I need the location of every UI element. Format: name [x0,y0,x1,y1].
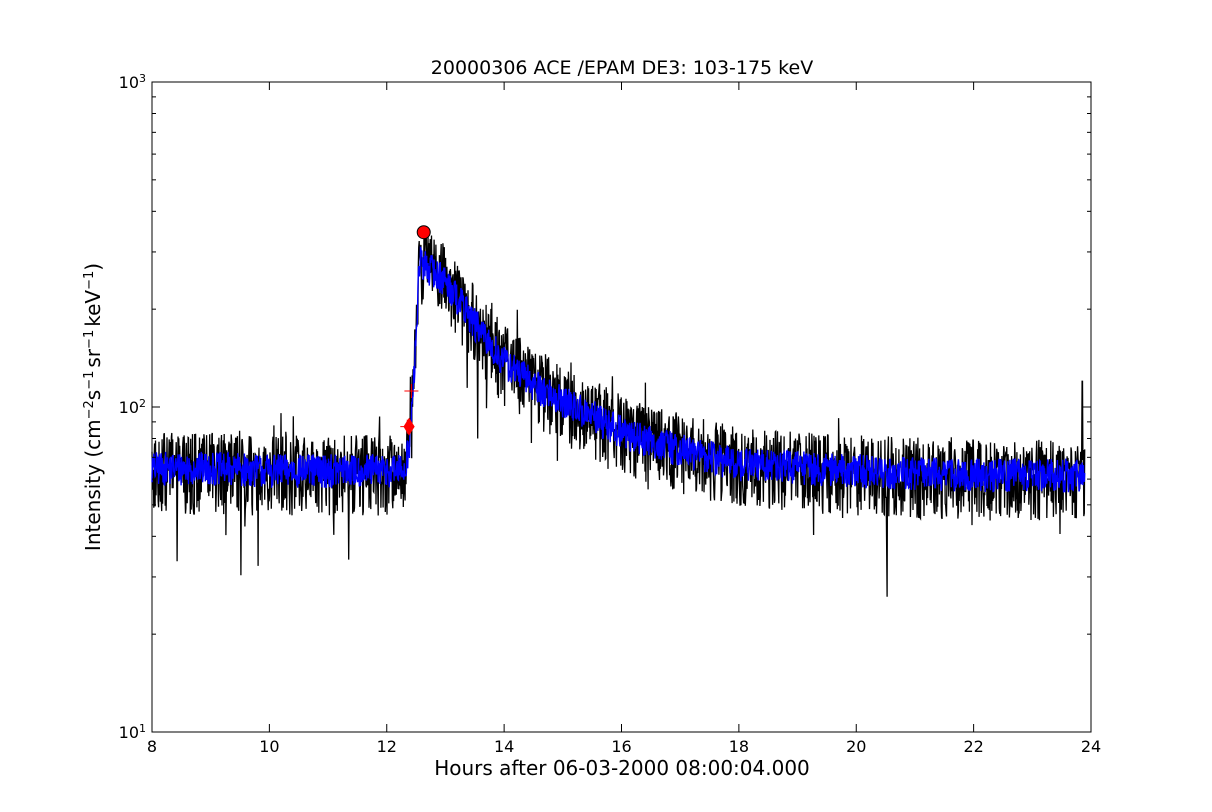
plot-area [151,81,1092,733]
x-tick-label: 16 [611,737,631,756]
chart-title: 20000306 ACE /EPAM DE3: 103-175 keV [431,57,813,79]
y-tick-label: 101 [119,722,146,743]
x-tick-label: 20 [846,737,866,756]
y-tick-label: 102 [119,397,146,418]
x-tick-label: 8 [147,737,157,756]
marker-circle [416,225,431,240]
series-line-raw [151,232,1086,597]
series-group [151,232,1086,597]
x-tick-label: 18 [729,737,749,756]
marker-group [400,225,431,436]
x-tick-label: 10 [259,737,279,756]
y-label-sup1: −2 [82,400,97,419]
y-label-mid2: sr [81,348,105,367]
y-label-mid1: s [81,390,105,400]
y-label-sup3: −1 [82,330,97,349]
x-tick-label: 24 [1081,737,1101,756]
tick-group [151,81,1092,733]
y-label-sup4: −1 [82,271,97,290]
x-tick-labels: 8 10 12 14 16 18 20 22 24 [147,737,1101,756]
y-label-suffix: ) [81,263,105,271]
y-axis-label: Intensity (cm−2s−1sr−1keV−1) [81,263,105,551]
y-label-sup2: −1 [82,371,97,390]
y-label-prefix: Intensity (cm [81,419,105,551]
x-tick-label: 12 [377,737,397,756]
y-label-mid3: keV [81,290,105,327]
x-axis-label: Hours after 06-03-2000 08:00:04.000 [434,756,810,780]
x-tick-label: 22 [963,737,983,756]
marker-plus [400,419,415,434]
series-line-smoothed [151,245,1086,494]
y-tick-labels: 101 102 103 [119,72,146,743]
x-tick-label: 14 [494,737,514,756]
y-tick-label: 103 [119,72,146,93]
marker-plus [404,384,419,399]
